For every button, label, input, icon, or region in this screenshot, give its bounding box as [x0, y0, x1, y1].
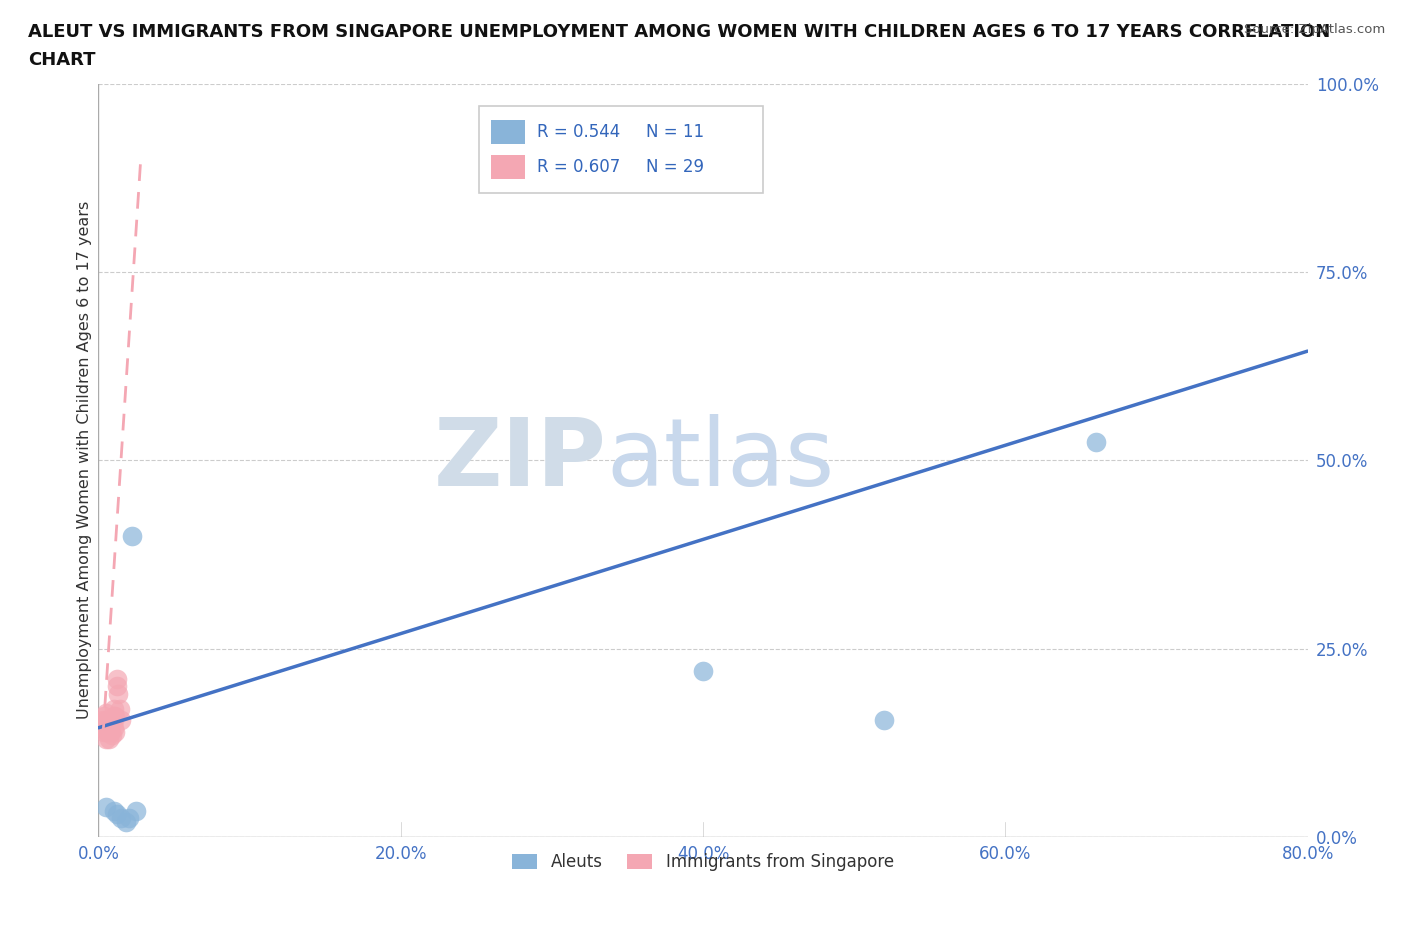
Text: N = 11: N = 11: [647, 123, 704, 141]
Text: Source: ZipAtlas.com: Source: ZipAtlas.com: [1244, 23, 1385, 36]
Point: [125, 804, 148, 818]
Point: [94, 712, 117, 727]
Point: [103, 701, 125, 716]
Text: N = 29: N = 29: [647, 158, 704, 177]
Point: [98, 732, 121, 747]
FancyBboxPatch shape: [492, 155, 526, 179]
Point: [121, 528, 143, 543]
Point: [108, 701, 131, 716]
Point: [104, 709, 127, 724]
Point: [94, 721, 117, 736]
Text: R = 0.544: R = 0.544: [537, 123, 620, 141]
Point: [105, 679, 128, 694]
Point: [103, 804, 125, 818]
Point: [93, 724, 115, 739]
Point: [100, 724, 122, 739]
Point: [105, 807, 128, 822]
Point: [100, 712, 122, 727]
Text: ALEUT VS IMMIGRANTS FROM SINGAPORE UNEMPLOYMENT AMONG WOMEN WITH CHILDREN AGES 6: ALEUT VS IMMIGRANTS FROM SINGAPORE UNEMP…: [28, 23, 1330, 41]
Point: [873, 712, 896, 727]
Point: [94, 800, 117, 815]
Text: atlas: atlas: [606, 415, 835, 506]
Y-axis label: Unemployment Among Women with Children Ages 6 to 17 years: Unemployment Among Women with Children A…: [77, 201, 91, 720]
Point: [103, 712, 125, 727]
Text: R = 0.607: R = 0.607: [537, 158, 620, 177]
Point: [118, 811, 141, 826]
Legend: Aleuts, Immigrants from Singapore: Aleuts, Immigrants from Singapore: [505, 846, 901, 878]
Point: [93, 709, 115, 724]
Point: [98, 712, 121, 727]
Point: [110, 712, 132, 727]
Point: [114, 815, 136, 830]
Point: [104, 724, 127, 739]
Point: [107, 686, 129, 701]
FancyBboxPatch shape: [479, 106, 763, 193]
Point: [105, 671, 128, 686]
Point: [692, 664, 714, 679]
Point: [101, 712, 124, 727]
Point: [103, 721, 125, 736]
Text: CHART: CHART: [28, 51, 96, 69]
Point: [103, 709, 125, 724]
Point: [110, 811, 132, 826]
Point: [96, 724, 118, 739]
Point: [93, 717, 115, 732]
Text: ZIP: ZIP: [433, 415, 606, 506]
Point: [98, 721, 121, 736]
FancyBboxPatch shape: [492, 120, 526, 144]
Point: [101, 728, 124, 743]
Point: [96, 717, 118, 732]
Point: [1085, 434, 1108, 449]
Point: [94, 732, 117, 747]
Point: [91, 721, 114, 736]
Point: [91, 712, 114, 727]
Point: [94, 705, 117, 720]
